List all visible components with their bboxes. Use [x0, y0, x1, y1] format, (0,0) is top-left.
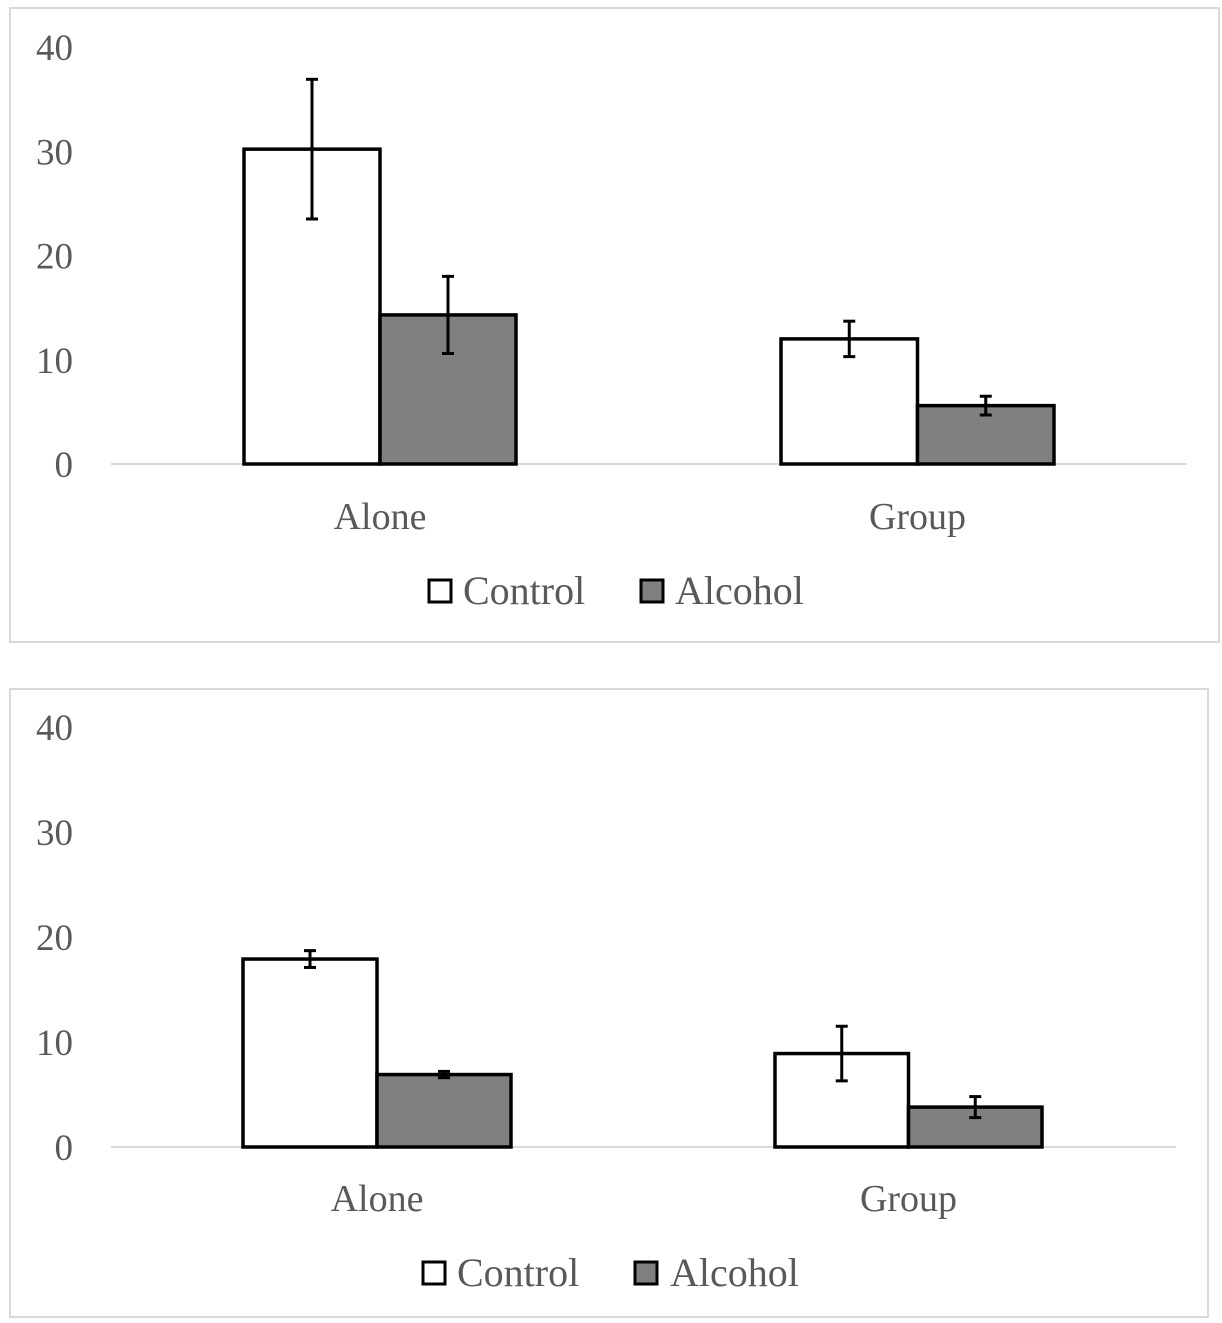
- legend-swatch-alcohol: [633, 1260, 659, 1286]
- bar-chart-bottom: 0 10 20 30 40 Alone Group Control Alcohol: [36, 708, 1176, 1295]
- chart-panel-bottom: 0 10 20 30 40 Alone Group Control Alcohol: [9, 688, 1209, 1318]
- error-bar-alcohol-alone: [438, 1069, 450, 1080]
- category-label-alone: Alone: [334, 496, 427, 538]
- error-bar-control-group: [843, 319, 856, 359]
- legend-label-alcohol: Alcohol: [675, 568, 804, 613]
- legend-label-control: Control: [463, 568, 585, 613]
- y-tick-label: 0: [55, 1128, 74, 1169]
- bar-control-group: [773, 1051, 911, 1149]
- category-label-alone: Alone: [331, 1178, 424, 1220]
- bar-control-alone: [241, 957, 379, 1149]
- error-bar-control-group: [835, 1024, 848, 1083]
- error-bar-alcohol-group: [979, 394, 992, 417]
- legend-label-control: Control: [457, 1250, 579, 1295]
- y-tick-label: 0: [55, 445, 74, 486]
- category-label-group: Group: [869, 496, 966, 538]
- legend-label-alcohol: Alcohol: [670, 1250, 799, 1295]
- y-tick-label: 40: [36, 28, 73, 69]
- y-tick-label: 30: [36, 132, 73, 173]
- category-label-group: Group: [860, 1178, 957, 1220]
- error-bar-alcohol-alone: [442, 274, 454, 355]
- y-tick-label: 30: [36, 813, 73, 854]
- y-tick-label: 40: [36, 708, 73, 749]
- chart-panel-top: 0 10 20 30 40 Alone Group Control Alcohol: [9, 7, 1220, 643]
- y-tick-label: 20: [36, 237, 73, 278]
- legend-swatch-control: [421, 1260, 447, 1286]
- bar-control-group: [779, 337, 920, 466]
- error-bar-alcohol-group: [969, 1095, 982, 1120]
- error-bar-control-alone: [304, 949, 316, 969]
- y-tick-label: 10: [36, 1023, 73, 1064]
- y-tick-label: 10: [36, 341, 73, 382]
- legend-swatch-control: [427, 578, 453, 604]
- error-bar-control-alone: [306, 77, 318, 221]
- legend-swatch-alcohol: [639, 578, 665, 604]
- bar-alcohol-alone: [375, 1072, 513, 1149]
- y-tick-label: 20: [36, 918, 73, 959]
- bar-chart-top: 0 10 20 30 40 Alone Group Control Alcohol: [36, 28, 1187, 613]
